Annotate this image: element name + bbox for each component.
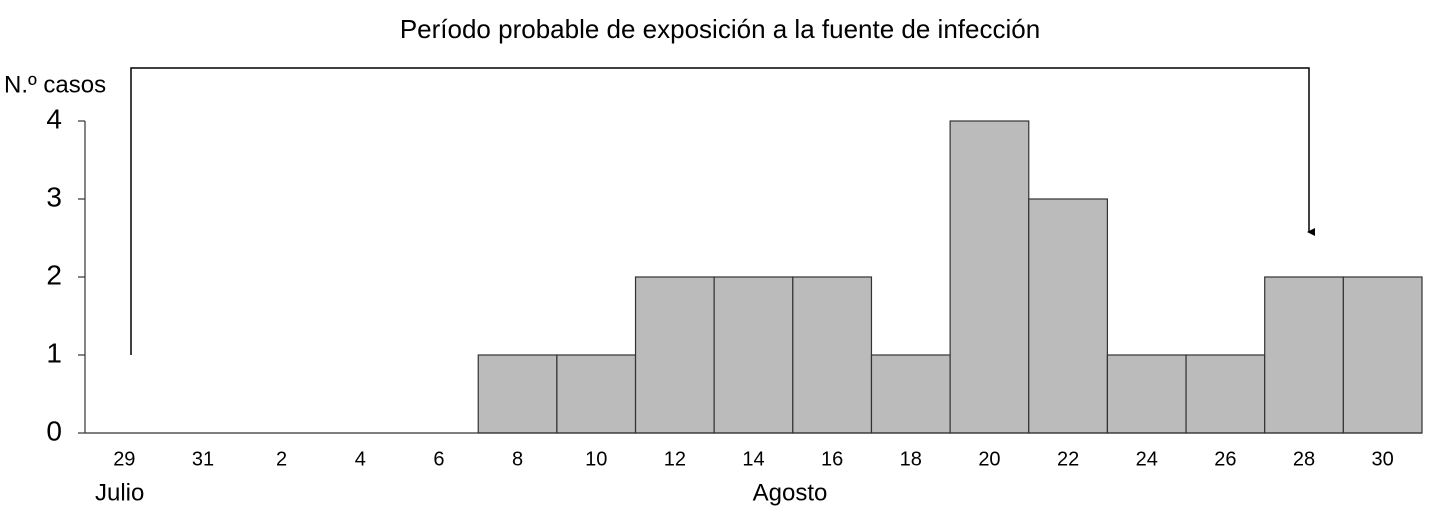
y-tick-label: 0: [46, 415, 62, 446]
bar: [556, 354, 637, 434]
bar: [1185, 354, 1266, 434]
x-tick-label: 2: [276, 448, 287, 470]
bar: [1342, 276, 1423, 434]
month-label: Julio: [95, 479, 144, 506]
y-axis-label: N.º casos: [4, 71, 106, 98]
x-tick-label: 6: [433, 448, 444, 470]
bar: [949, 120, 1030, 434]
chart-title: Período probable de exposición a la fuen…: [400, 14, 1040, 44]
x-tick-label: 24: [1136, 448, 1158, 470]
y-tick-label: 1: [46, 337, 62, 368]
x-tick-label: 22: [1057, 448, 1079, 470]
bar: [713, 276, 794, 434]
x-tick-label: 18: [900, 448, 922, 470]
exposure-bracket: [130, 67, 1315, 355]
y-tick-label: 4: [46, 103, 62, 134]
x-tick-label: 26: [1214, 448, 1236, 470]
x-tick-label: 16: [821, 448, 843, 470]
y-tick-label: 3: [46, 181, 62, 212]
bar: [792, 276, 873, 434]
x-tick-label: 12: [664, 448, 686, 470]
x-tick-label: 28: [1293, 448, 1315, 470]
x-tick-label: 29: [113, 448, 135, 470]
bar: [634, 276, 715, 434]
x-tick-label: 31: [192, 448, 214, 470]
x-tick-label: 8: [512, 448, 523, 470]
month-label: Agosto: [753, 479, 828, 506]
x-tick-label: 4: [355, 448, 366, 470]
y-tick-label: 2: [46, 259, 62, 290]
bar: [1106, 354, 1187, 434]
bar: [1264, 276, 1344, 434]
x-tick-label: 10: [585, 448, 607, 470]
x-tick-label: 30: [1372, 448, 1394, 470]
x-tick-label: 20: [978, 448, 1000, 470]
bar: [477, 354, 558, 434]
bar: [1028, 198, 1109, 434]
bar: [870, 354, 951, 434]
x-tick-label: 14: [742, 448, 764, 470]
